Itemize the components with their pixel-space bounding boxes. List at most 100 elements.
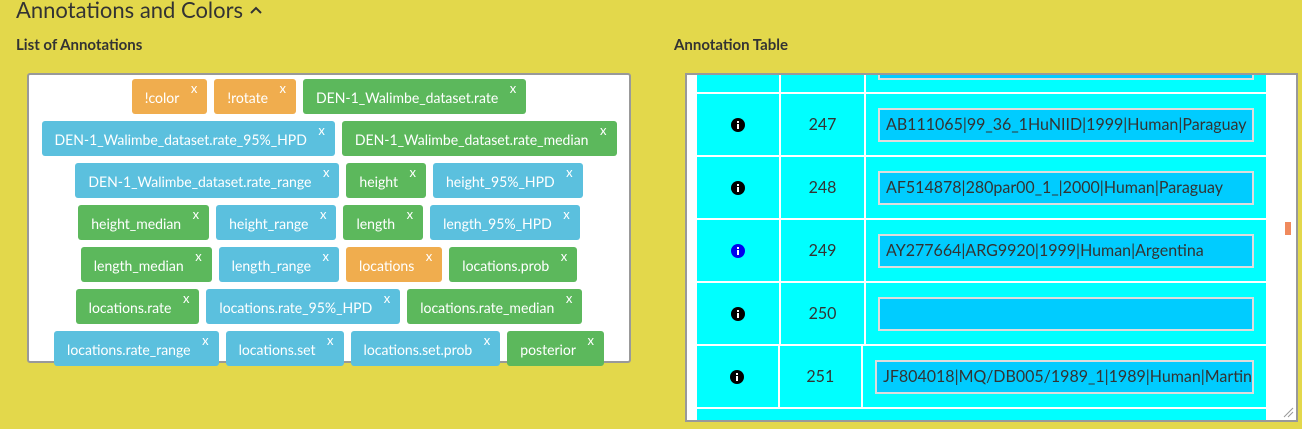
table-row: 247 AB111065|99_36_1HuNIID|1999|Human|Par…	[697, 94, 1266, 157]
info-icon[interactable]	[731, 117, 745, 132]
annotation-tag[interactable]: locations.prob x	[449, 247, 578, 282]
annotation-tag[interactable]: height_median x	[78, 205, 210, 240]
list-title: List of Annotations	[16, 36, 143, 54]
resize-handle[interactable]	[1282, 406, 1294, 418]
row-number: 247	[781, 94, 866, 155]
annotation-tag[interactable]: length_range x	[218, 247, 340, 282]
icon-cell	[697, 157, 781, 218]
tag-close[interactable]: x	[383, 290, 391, 306]
icon-cell	[697, 283, 781, 344]
annotation-table: 247 AB111065|99_36_1HuNIID|1999|Human|Par…	[697, 75, 1266, 420]
table-row: 249 AY277664|ARG9920|1999|Human|Argentina	[697, 220, 1266, 283]
tag-close[interactable]: x	[279, 80, 286, 96]
annotation-tag[interactable]: locations.set.prob x	[350, 331, 501, 366]
value-input[interactable]: JF804018|MQ/DB005/1989_1|1989|Human|Mart…	[875, 359, 1254, 394]
scroll-marker	[1285, 222, 1291, 235]
annotation-tag[interactable]: DEN-1_Walimbe_dataset.rate_range x	[75, 163, 340, 198]
tag-label: locations.rate_95%_HPD	[219, 299, 373, 316]
tag-close[interactable]: x	[327, 332, 334, 348]
tag-label: posterior	[520, 341, 576, 358]
annotation-tag[interactable]: length_95%_HPD x	[430, 205, 580, 240]
value-cell: AF514878|280par00_1_|2000|Human|Paraguay	[866, 157, 1266, 218]
tag-close[interactable]: x	[322, 248, 330, 264]
tag-label: length	[356, 215, 396, 232]
annotation-tag[interactable]: height x	[346, 163, 426, 198]
annotation-tag[interactable]: DEN-1_Walimbe_dataset.rate x	[302, 79, 527, 114]
annotation-tag[interactable]: !rotate x	[214, 79, 296, 114]
tag-close[interactable]: x	[202, 332, 209, 348]
section-header[interactable]: Annotations and Colors	[16, 0, 263, 23]
tag-close[interactable]: x	[318, 122, 325, 138]
annotation-tag[interactable]: !color x	[131, 79, 208, 114]
info-icon[interactable]	[731, 306, 745, 321]
table-row: 251 JF804018|MQ/DB005/1989_1|1989|Human|M…	[697, 346, 1266, 409]
value-input[interactable]: AB111065|99_36_1HuNIID|1999|Human|Paragu…	[878, 107, 1254, 142]
annotation-tag[interactable]: locations.rate x	[75, 289, 200, 324]
annotation-tag[interactable]: length_median x	[80, 247, 212, 282]
tag-label: length_range	[231, 257, 312, 274]
value-cell: AY277664|ARG9920|1999|Human|Argentina	[866, 220, 1266, 281]
annotation-tag[interactable]: DEN-1_Walimbe_dataset.rate_95%_HPD x	[41, 121, 335, 156]
tag-label: locations.rate_median	[420, 299, 555, 316]
tag-label: length_95%_HPD	[443, 215, 552, 232]
tag-close[interactable]: x	[566, 164, 573, 180]
tag-label: height_range	[229, 215, 309, 232]
table-title: Annotation Table	[674, 36, 788, 54]
row-number: 248	[781, 157, 866, 218]
tag-close[interactable]: x	[483, 332, 491, 348]
tag-label: height_median	[91, 215, 182, 232]
annotation-tag[interactable]: locations.set x	[225, 331, 344, 366]
section-title: Annotations and Colors	[16, 0, 244, 23]
table-row: 248 AF514878|280par00_1_|2000|Human|Parag…	[697, 157, 1266, 220]
value-input[interactable]	[878, 296, 1254, 331]
tag-close[interactable]: x	[182, 290, 190, 306]
tag-close[interactable]: x	[509, 80, 517, 96]
annotation-tag[interactable]: height_95%_HPD x	[433, 163, 583, 198]
tag-close[interactable]: x	[319, 206, 327, 222]
row-number: 250	[781, 283, 866, 344]
tag-label: !color	[144, 89, 180, 106]
icon-cell	[697, 94, 781, 155]
annotation-tag[interactable]: DEN-1_Walimbe_dataset.rate_median x	[341, 121, 617, 156]
tag-close[interactable]: x	[565, 290, 573, 306]
info-icon[interactable]	[731, 180, 745, 195]
tag-close[interactable]: x	[587, 332, 594, 348]
annotation-tag[interactable]: height_range x	[216, 205, 337, 240]
tag-label: DEN-1_Walimbe_dataset.rate_95%_HPD	[54, 131, 307, 148]
tag-close[interactable]: x	[192, 206, 200, 222]
value-input[interactable]: AF514878|280par00_1_|2000|Human|Paraguay	[878, 170, 1254, 205]
tag-label: DEN-1_Walimbe_dataset.rate	[315, 89, 499, 106]
tag-close[interactable]: x	[322, 164, 330, 180]
annotation-tag[interactable]: posterior x	[507, 331, 604, 366]
tag-label: length_median	[93, 257, 184, 274]
icon-cell	[697, 220, 781, 281]
tag-close[interactable]: x	[195, 248, 202, 264]
tag-label: height_95%_HPD	[446, 173, 555, 190]
info-icon[interactable]	[730, 369, 745, 384]
annotation-tag[interactable]: locations x	[346, 247, 443, 282]
annotation-tag[interactable]: locations.rate_95%_HPD x	[206, 289, 401, 324]
tag-label: !rotate	[227, 89, 268, 106]
tag-close[interactable]: x	[563, 206, 570, 222]
table-row-partial	[697, 409, 1266, 420]
row-number: 249	[781, 220, 866, 281]
annotation-tag[interactable]: length x	[343, 205, 424, 240]
tag-label: locations.set.prob	[363, 341, 473, 358]
tag-close[interactable]: x	[406, 206, 414, 222]
info-icon[interactable]	[731, 243, 745, 258]
tag-label: locations	[359, 257, 415, 274]
tag-label: DEN-1_Walimbe_dataset.rate_median	[354, 131, 589, 148]
value-cell: JF804018|MQ/DB005/1989_1|1989|Human|Mart…	[863, 346, 1266, 407]
tag-close[interactable]: x	[190, 80, 198, 96]
tag-close[interactable]: x	[425, 248, 433, 264]
value-input[interactable]: AY277664|ARG9920|1999|Human|Argentina	[878, 233, 1254, 268]
annotation-tag[interactable]: locations.rate_median x	[407, 289, 583, 324]
tag-list: !color x !rotate x DEN-1_Walimbe_dataset.rat…	[27, 73, 631, 366]
tag-close[interactable]: x	[409, 164, 416, 180]
tag-close[interactable]: x	[600, 122, 607, 138]
annotation-tag[interactable]: locations.rate_range x	[54, 331, 219, 366]
tag-close[interactable]: x	[560, 248, 568, 264]
tag-label: height	[359, 173, 398, 190]
value-cell	[866, 283, 1266, 344]
